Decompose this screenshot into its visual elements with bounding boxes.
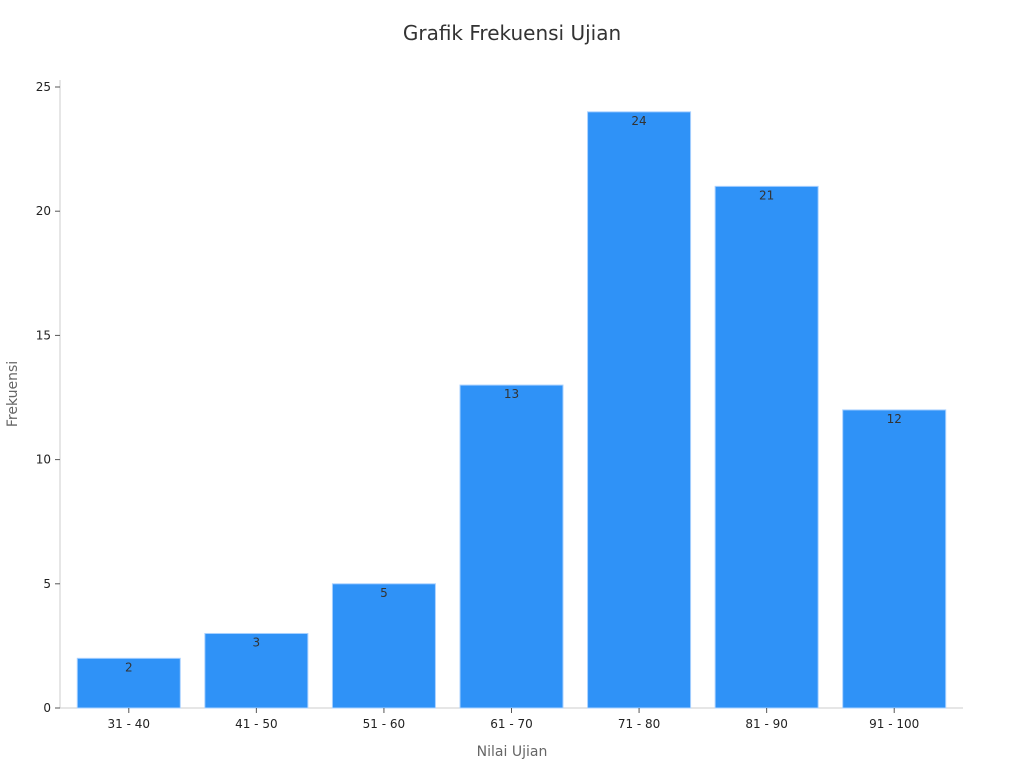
y-axis-title: Frekuensi [5,361,21,427]
bar [587,111,692,709]
x-tick-label: 71 - 80 [618,717,661,731]
data-labels: 2 3 5 13 24 21 12 [125,114,902,674]
bar [714,185,819,709]
y-tick-label: 25 [36,80,51,94]
bar [331,583,436,709]
y-tick-label: 15 [36,328,51,342]
bar [76,657,181,709]
x-tick-label: 81 - 90 [745,717,788,731]
x-tick-label: 61 - 70 [490,717,533,731]
bar [204,632,309,709]
y-tick-label: 20 [36,204,51,218]
bar-value-label: 2 [125,660,133,674]
bars [76,111,947,709]
chart-title: Grafik Frekuensi Ujian [403,21,621,45]
bar-value-label: 24 [631,114,646,128]
bar [459,384,564,709]
bar [842,409,947,709]
x-tick-label: 51 - 60 [363,717,406,731]
x-tick-label: 41 - 50 [235,717,278,731]
y-tick-label: 10 [36,453,51,467]
x-axis-ticks: 31 - 40 41 - 50 51 - 60 61 - 70 71 - 80 81 - … [108,708,919,731]
x-tick-label: 91 - 100 [869,717,919,731]
bar-value-label: 12 [887,412,902,426]
bar-value-label: 21 [759,188,774,202]
y-tick-label: 0 [43,701,51,715]
bar-value-label: 5 [380,586,388,600]
y-axis-ticks: 0 5 10 15 20 25 [36,80,60,715]
y-tick-label: 5 [43,577,51,591]
x-axis-title: Nilai Ujian [477,744,548,760]
x-tick-label: 31 - 40 [108,717,151,731]
bar-value-label: 3 [253,635,261,649]
bar-value-label: 13 [504,387,519,401]
